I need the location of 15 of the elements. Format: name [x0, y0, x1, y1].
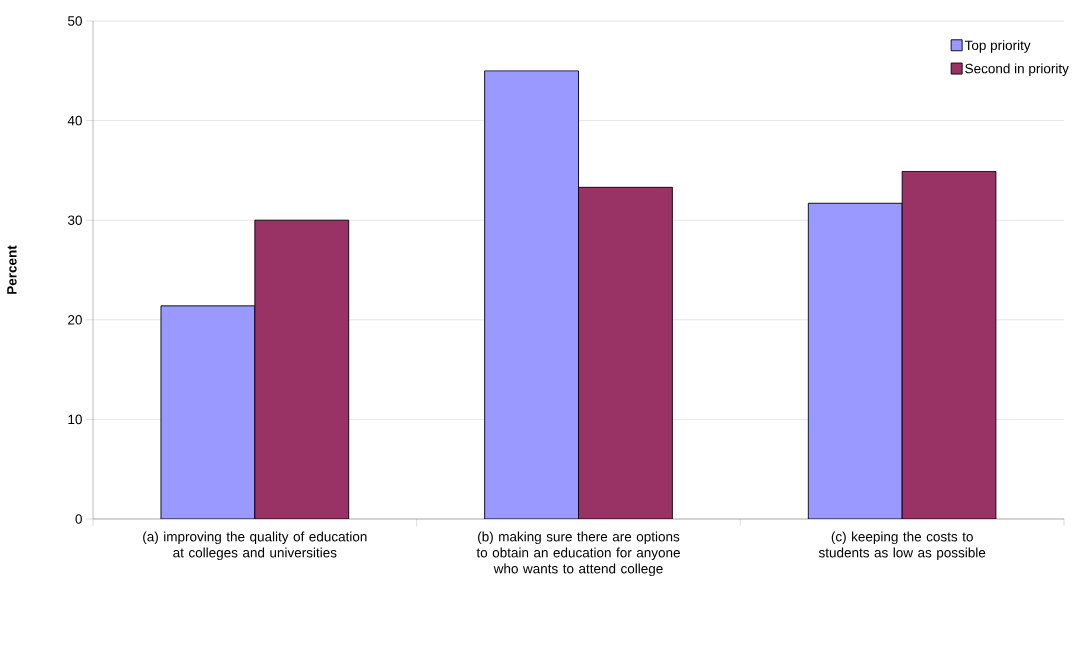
legend-label: Top priority: [964, 40, 1031, 53]
y-tick-label: 10: [68, 414, 82, 425]
bar: [484, 70, 579, 519]
x-tick-label: (b) making sure there are options to obtain an education for anyone who wants to attend college: [476, 531, 680, 577]
y-tick-label: 30: [67, 215, 82, 225]
bar: [807, 202, 903, 519]
y-axis-title: Percent: [7, 245, 17, 294]
bar: [160, 305, 256, 519]
legend-label: Second in priority: [965, 63, 1069, 77]
y-tick-label: 20: [68, 315, 82, 325]
x-tick-label: (c) keeping the costs to students as low as possible: [818, 531, 986, 561]
y-tick-label: 40: [67, 115, 82, 126]
x-tick-label: (a) improving the quality of education at colleges and universities: [143, 531, 367, 561]
y-tick-label: 0: [75, 514, 82, 524]
y-tick-label: 50: [67, 16, 82, 26]
